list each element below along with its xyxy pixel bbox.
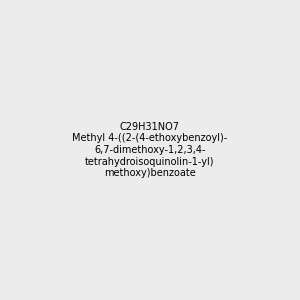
Text: C29H31NO7
Methyl 4-((2-(4-ethoxybenzoyl)-
6,7-dimethoxy-1,2,3,4-
tetrahydroisoqu: C29H31NO7 Methyl 4-((2-(4-ethoxybenzoyl)… — [72, 122, 228, 178]
